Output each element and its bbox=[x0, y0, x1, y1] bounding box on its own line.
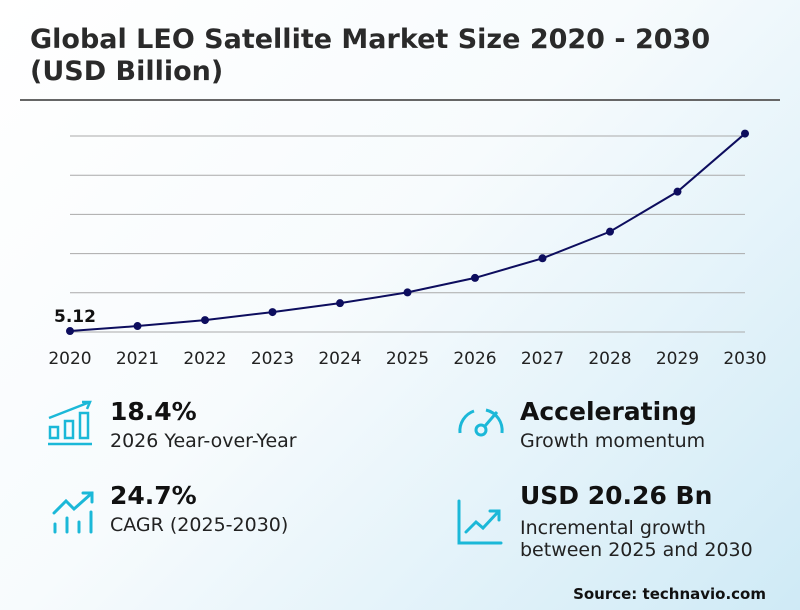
kpi-cagr: 24.7% CAGR (2025-2030) bbox=[110, 481, 289, 537]
x-tick-label: 2025 bbox=[386, 349, 429, 369]
kpi-label: Incremental growth between 2025 and 2030 bbox=[520, 517, 753, 561]
line-chart: 2020 2021 2022 2023 2024 2025 2026 2027 2028 2029… bbox=[48, 129, 767, 369]
data-label: 5.12 bbox=[54, 307, 96, 327]
source-note: Source: technavio.com bbox=[573, 585, 766, 603]
title-divider bbox=[20, 99, 780, 101]
line-chart-up-icon bbox=[457, 499, 503, 545]
data-point bbox=[741, 129, 749, 138]
x-tick-label: 2029 bbox=[656, 349, 699, 369]
x-tick-label: 2027 bbox=[521, 349, 564, 369]
data-point bbox=[268, 308, 277, 317]
x-tick-label: 2023 bbox=[251, 349, 294, 369]
kpi-value: USD 20.26 Bn bbox=[520, 481, 713, 510]
x-tick-label: 2028 bbox=[588, 349, 631, 369]
x-tick-label: 2021 bbox=[116, 349, 159, 369]
kpi-label: Growth momentum bbox=[520, 430, 706, 452]
kpi-value: 18.4% bbox=[110, 397, 197, 426]
x-tick-label: 2024 bbox=[318, 349, 361, 369]
bar-chart-growth-icon bbox=[48, 400, 92, 446]
series-line bbox=[69, 132, 746, 333]
kpi-label: CAGR (2025-2030) bbox=[110, 514, 289, 536]
kpi-momentum: Accelerating Growth momentum bbox=[520, 397, 706, 453]
speedometer-icon bbox=[458, 408, 504, 437]
data-point bbox=[673, 187, 682, 196]
data-point bbox=[403, 288, 412, 297]
x-tick-label: 2026 bbox=[453, 349, 496, 369]
kpi-yoy: 18.4% 2026 Year-over-Year bbox=[110, 397, 297, 453]
x-tick-label: 2030 bbox=[723, 349, 766, 369]
chart-title: Global LEO Satellite Market Size 2020 - … bbox=[30, 24, 711, 87]
kpi-incremental: USD 20.26 Bn Incremental growth between … bbox=[520, 481, 790, 562]
kpi-value: 24.7% bbox=[110, 481, 197, 510]
kpi-label: 2026 Year-over-Year bbox=[110, 430, 297, 452]
x-tick-label: 2020 bbox=[48, 349, 91, 369]
data-point bbox=[66, 327, 74, 336]
kpi-value: Accelerating bbox=[520, 397, 697, 426]
data-point bbox=[471, 273, 479, 282]
data-point bbox=[201, 316, 209, 325]
data-point bbox=[133, 322, 142, 331]
data-point bbox=[606, 227, 614, 236]
trend-bars-icon bbox=[52, 491, 94, 534]
data-point bbox=[336, 299, 344, 308]
data-point bbox=[538, 254, 547, 263]
x-tick-label: 2022 bbox=[183, 349, 226, 369]
